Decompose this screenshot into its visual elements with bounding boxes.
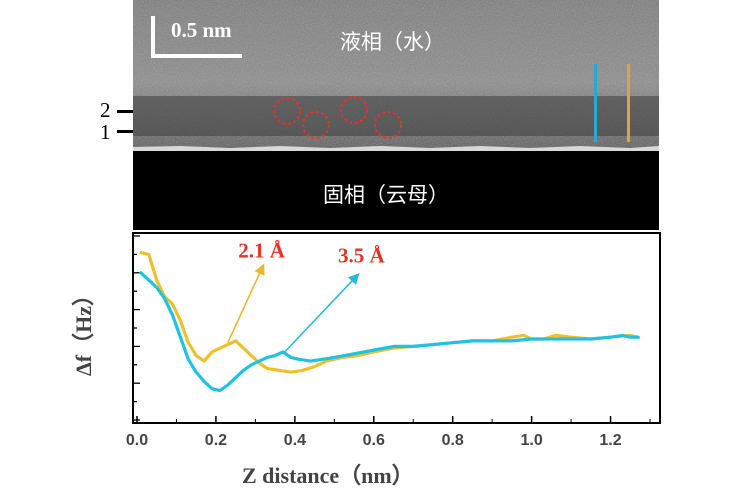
scale-bar-label: 0.5 nm bbox=[171, 18, 232, 42]
plot-frame bbox=[132, 232, 661, 424]
annotation-arrow bbox=[282, 273, 360, 355]
x-tick-label: 0.4 bbox=[284, 432, 306, 449]
layer-label-2: 2 bbox=[100, 98, 111, 122]
x-tick-label: 0.6 bbox=[363, 432, 385, 449]
x-tick-label: 1.0 bbox=[520, 432, 542, 449]
profile-line-blue bbox=[594, 64, 597, 142]
annotation-arrow bbox=[227, 263, 265, 344]
x-axis-label: Z distance（nm） bbox=[242, 463, 414, 488]
x-tick-label: 1.2 bbox=[599, 432, 621, 449]
layer-label-1: 1 bbox=[100, 120, 111, 144]
layer-tick-2 bbox=[117, 110, 133, 113]
hydration-layer-band bbox=[133, 96, 659, 136]
y-axis-label: Δf（Hz） bbox=[71, 284, 96, 376]
annotation-label: 3.5 Å bbox=[338, 244, 386, 268]
scale-bar bbox=[151, 16, 242, 58]
series-line-orange bbox=[139, 251, 640, 374]
annotation-label: 2.1 Å bbox=[238, 238, 286, 262]
x-tick-label: 0.0 bbox=[126, 432, 148, 449]
marker-circle bbox=[374, 111, 402, 139]
x-tick-label: 0.8 bbox=[442, 432, 464, 449]
solid-region bbox=[133, 151, 659, 230]
marker-circle bbox=[340, 96, 368, 124]
x-tick-label: 0.2 bbox=[205, 432, 227, 449]
marker-circle bbox=[273, 97, 301, 125]
marker-circle bbox=[302, 111, 330, 139]
series-line-cyan bbox=[139, 271, 640, 393]
layer-tick-1 bbox=[117, 130, 133, 133]
profile-line-orange bbox=[627, 64, 630, 142]
liquid-phase-label: 液相（水） bbox=[340, 30, 445, 54]
solid-phase-label: 固相（云母） bbox=[323, 183, 449, 207]
stm-image bbox=[117, 0, 659, 230]
molecule-markers bbox=[273, 96, 402, 139]
